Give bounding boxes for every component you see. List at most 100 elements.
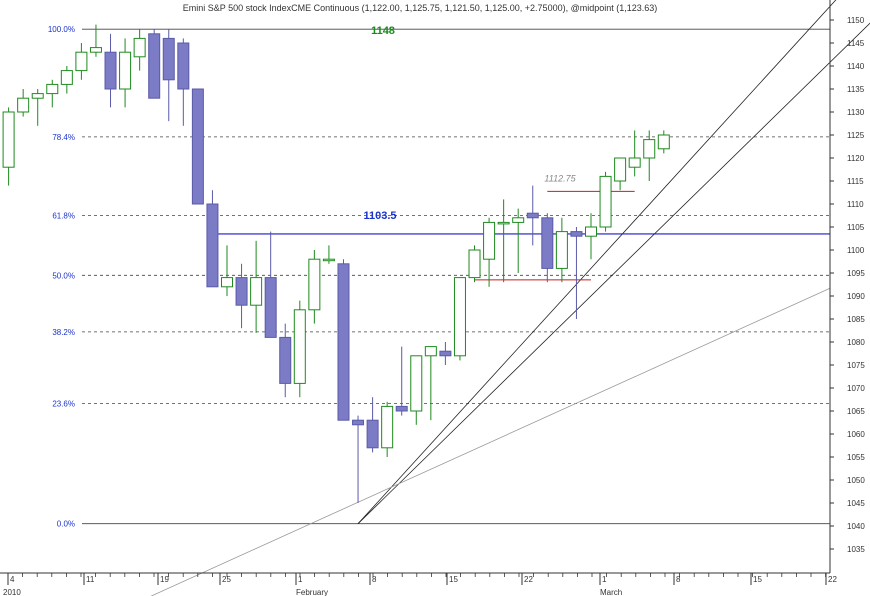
candle [46,79,59,108]
price-tick-label: 1135 [847,85,865,94]
candle-body [366,419,379,449]
candle-body [424,346,437,357]
candle [119,38,132,108]
candle [643,130,656,181]
candle-body [206,203,219,288]
price-tick-label: 1090 [847,292,865,301]
chart-title: Emini S&P 500 stock IndexCME Continuous … [183,3,658,13]
candle [483,217,496,287]
price-tick-label: 1130 [847,108,865,117]
candle [191,88,204,205]
date-tick-label: 11 [86,575,95,584]
candle [512,208,525,273]
date-tick-label: 15 [753,575,762,584]
candle-body [279,336,292,384]
annotation-high: 1148 [371,25,395,37]
candle-body [497,221,510,225]
candle-body [512,217,525,223]
date-axis: 4 11 19 25 1 8 15 22 1 8 15 22 2010 February March [0,572,837,596]
candle [628,130,641,177]
trend-lines [150,0,870,596]
candle-body [308,258,321,311]
fib-label: 50.0% [52,271,75,280]
price-tick-label: 1085 [847,315,865,324]
fib-label: 38.2% [52,328,75,337]
candle [381,401,394,457]
candle-body [133,37,146,58]
candle-body [191,88,204,205]
candle [31,89,44,126]
price-tick-label: 1155 [847,0,865,2]
candlesticks [2,24,670,503]
candle-body [468,249,481,279]
price-tick-label: 1115 [847,177,864,186]
candle-body [526,212,539,219]
candle [497,199,510,283]
candle-body [657,134,670,150]
candle-body [483,221,496,260]
candle [162,29,175,122]
candle-body [439,350,452,357]
price-tick-label: 1110 [847,200,864,209]
candle-body [104,51,117,90]
candle [177,38,190,126]
month-label: 2010 [3,588,21,596]
annotation-swing: 1112.75 [544,173,576,183]
candle [555,217,568,283]
price-tick-label: 1095 [847,269,865,278]
candle-body [337,263,350,421]
fib-label: 61.8% [52,212,75,221]
candle-body [322,258,335,262]
channel-line [357,0,837,524]
candle-body [614,157,627,182]
date-tick-label: 1 [298,575,303,584]
candle-body [148,33,161,99]
channel-line [357,22,870,524]
candle [468,245,481,283]
candle-body [643,139,656,159]
price-tick-label: 1125 [847,131,865,140]
candle-body [221,277,233,288]
candle [395,346,408,416]
price-tick-label: 1035 [847,545,865,554]
date-tick-label: 8 [372,575,377,584]
candle [439,342,452,365]
candle [410,355,423,425]
candle-body [264,277,277,338]
fib-label: 23.6% [52,400,75,409]
fib-label: 0.0% [57,520,75,529]
candle [89,24,102,57]
candle-body [46,83,59,95]
date-tick-label: 8 [676,575,681,584]
candle-body [628,157,641,168]
candle [221,245,233,296]
candle [133,29,146,71]
candle [453,277,466,361]
candle [250,240,263,333]
candle [614,157,627,191]
annotations: 1148 1103.5 1112.75 [363,25,576,222]
fib-label: 78.4% [52,133,75,142]
candle-body [381,405,394,449]
price-tick-label: 1070 [847,384,865,393]
candle-body [31,93,44,99]
month-label: March [600,588,622,596]
date-tick-label: 22 [828,575,837,584]
candle-body [599,175,612,228]
fibonacci-levels: 100.0% 78.4% 61.8% 50.0% 38.2% 23.6% 0.0% [48,25,830,529]
candle [206,190,219,288]
price-tick-label: 1080 [847,338,865,347]
candle [148,29,161,99]
candle [75,43,88,80]
candle [424,346,437,421]
candle [308,250,321,324]
candle [279,323,292,398]
date-tick-label: 25 [222,575,231,584]
candle [599,171,612,232]
fib-label: 100.0% [48,25,75,34]
candle [570,227,583,319]
candle [104,33,117,108]
price-tick-label: 1060 [847,430,865,439]
price-tick-label: 1120 [847,154,865,163]
